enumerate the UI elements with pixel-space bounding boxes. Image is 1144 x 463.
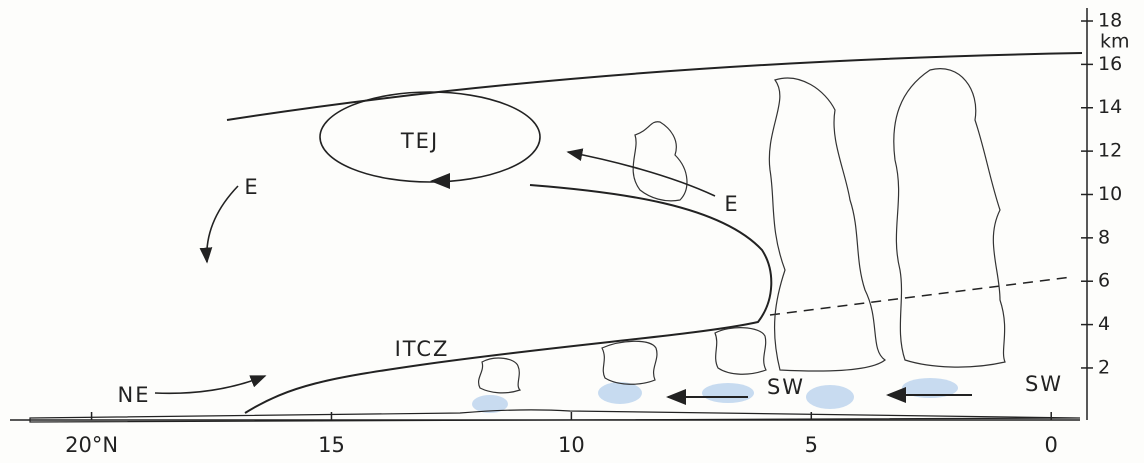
y-tick-label: 2 [1098,356,1110,378]
label: TEJ [400,129,439,153]
label: E [724,192,739,216]
itcz-surface [245,185,771,413]
y-tick-label: 6 [1098,270,1110,292]
y-tick-label: 12 [1098,140,1122,162]
haze [472,378,958,413]
x-tick-label: 0 [1045,433,1058,457]
clouds [479,69,1005,393]
x-tick-label: 10 [558,433,585,457]
x-tick-label: 15 [318,433,345,457]
y-tick-label: 16 [1098,53,1122,75]
label: E [244,175,259,199]
tropopause [227,53,1082,120]
y-tick-label: 14 [1098,96,1122,118]
x-tick-label: 20°N [65,433,118,457]
label: SW [767,375,805,399]
y-tick-label: 10 [1098,183,1122,205]
y-tick-label: 18 [1098,10,1122,32]
x-tick-label: 5 [805,433,818,457]
label: ITCZ [395,337,450,361]
diagram: TEJ E E ITCZ NE SW SW 20°N 15 10 5 0 2 4 6 8 10 12… [0,0,1144,463]
y-tick-label: 4 [1098,313,1110,335]
label: SW [1025,372,1063,396]
monsoon-top [770,277,1072,315]
y-tick-label: 8 [1098,226,1110,248]
label: NE [118,383,151,407]
y-axis-unit: km [1100,31,1130,53]
